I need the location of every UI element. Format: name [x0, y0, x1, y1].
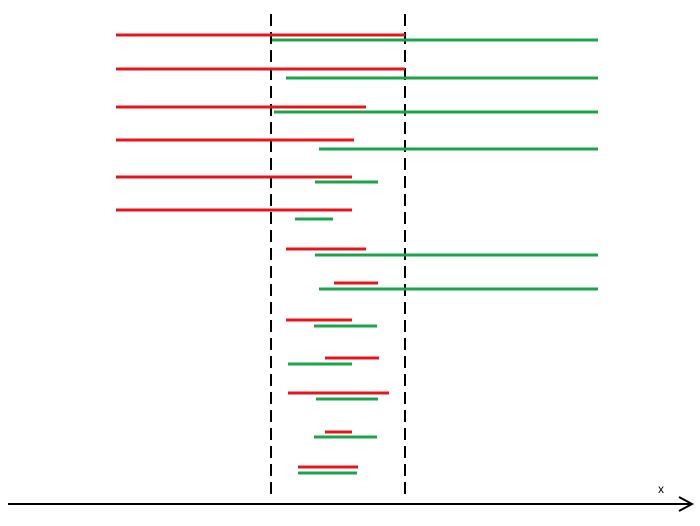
interval-segments — [116, 33, 598, 475]
x-axis-arrowhead — [678, 496, 695, 512]
x-axis-label: x — [658, 482, 664, 496]
x-axis: x — [8, 482, 695, 512]
